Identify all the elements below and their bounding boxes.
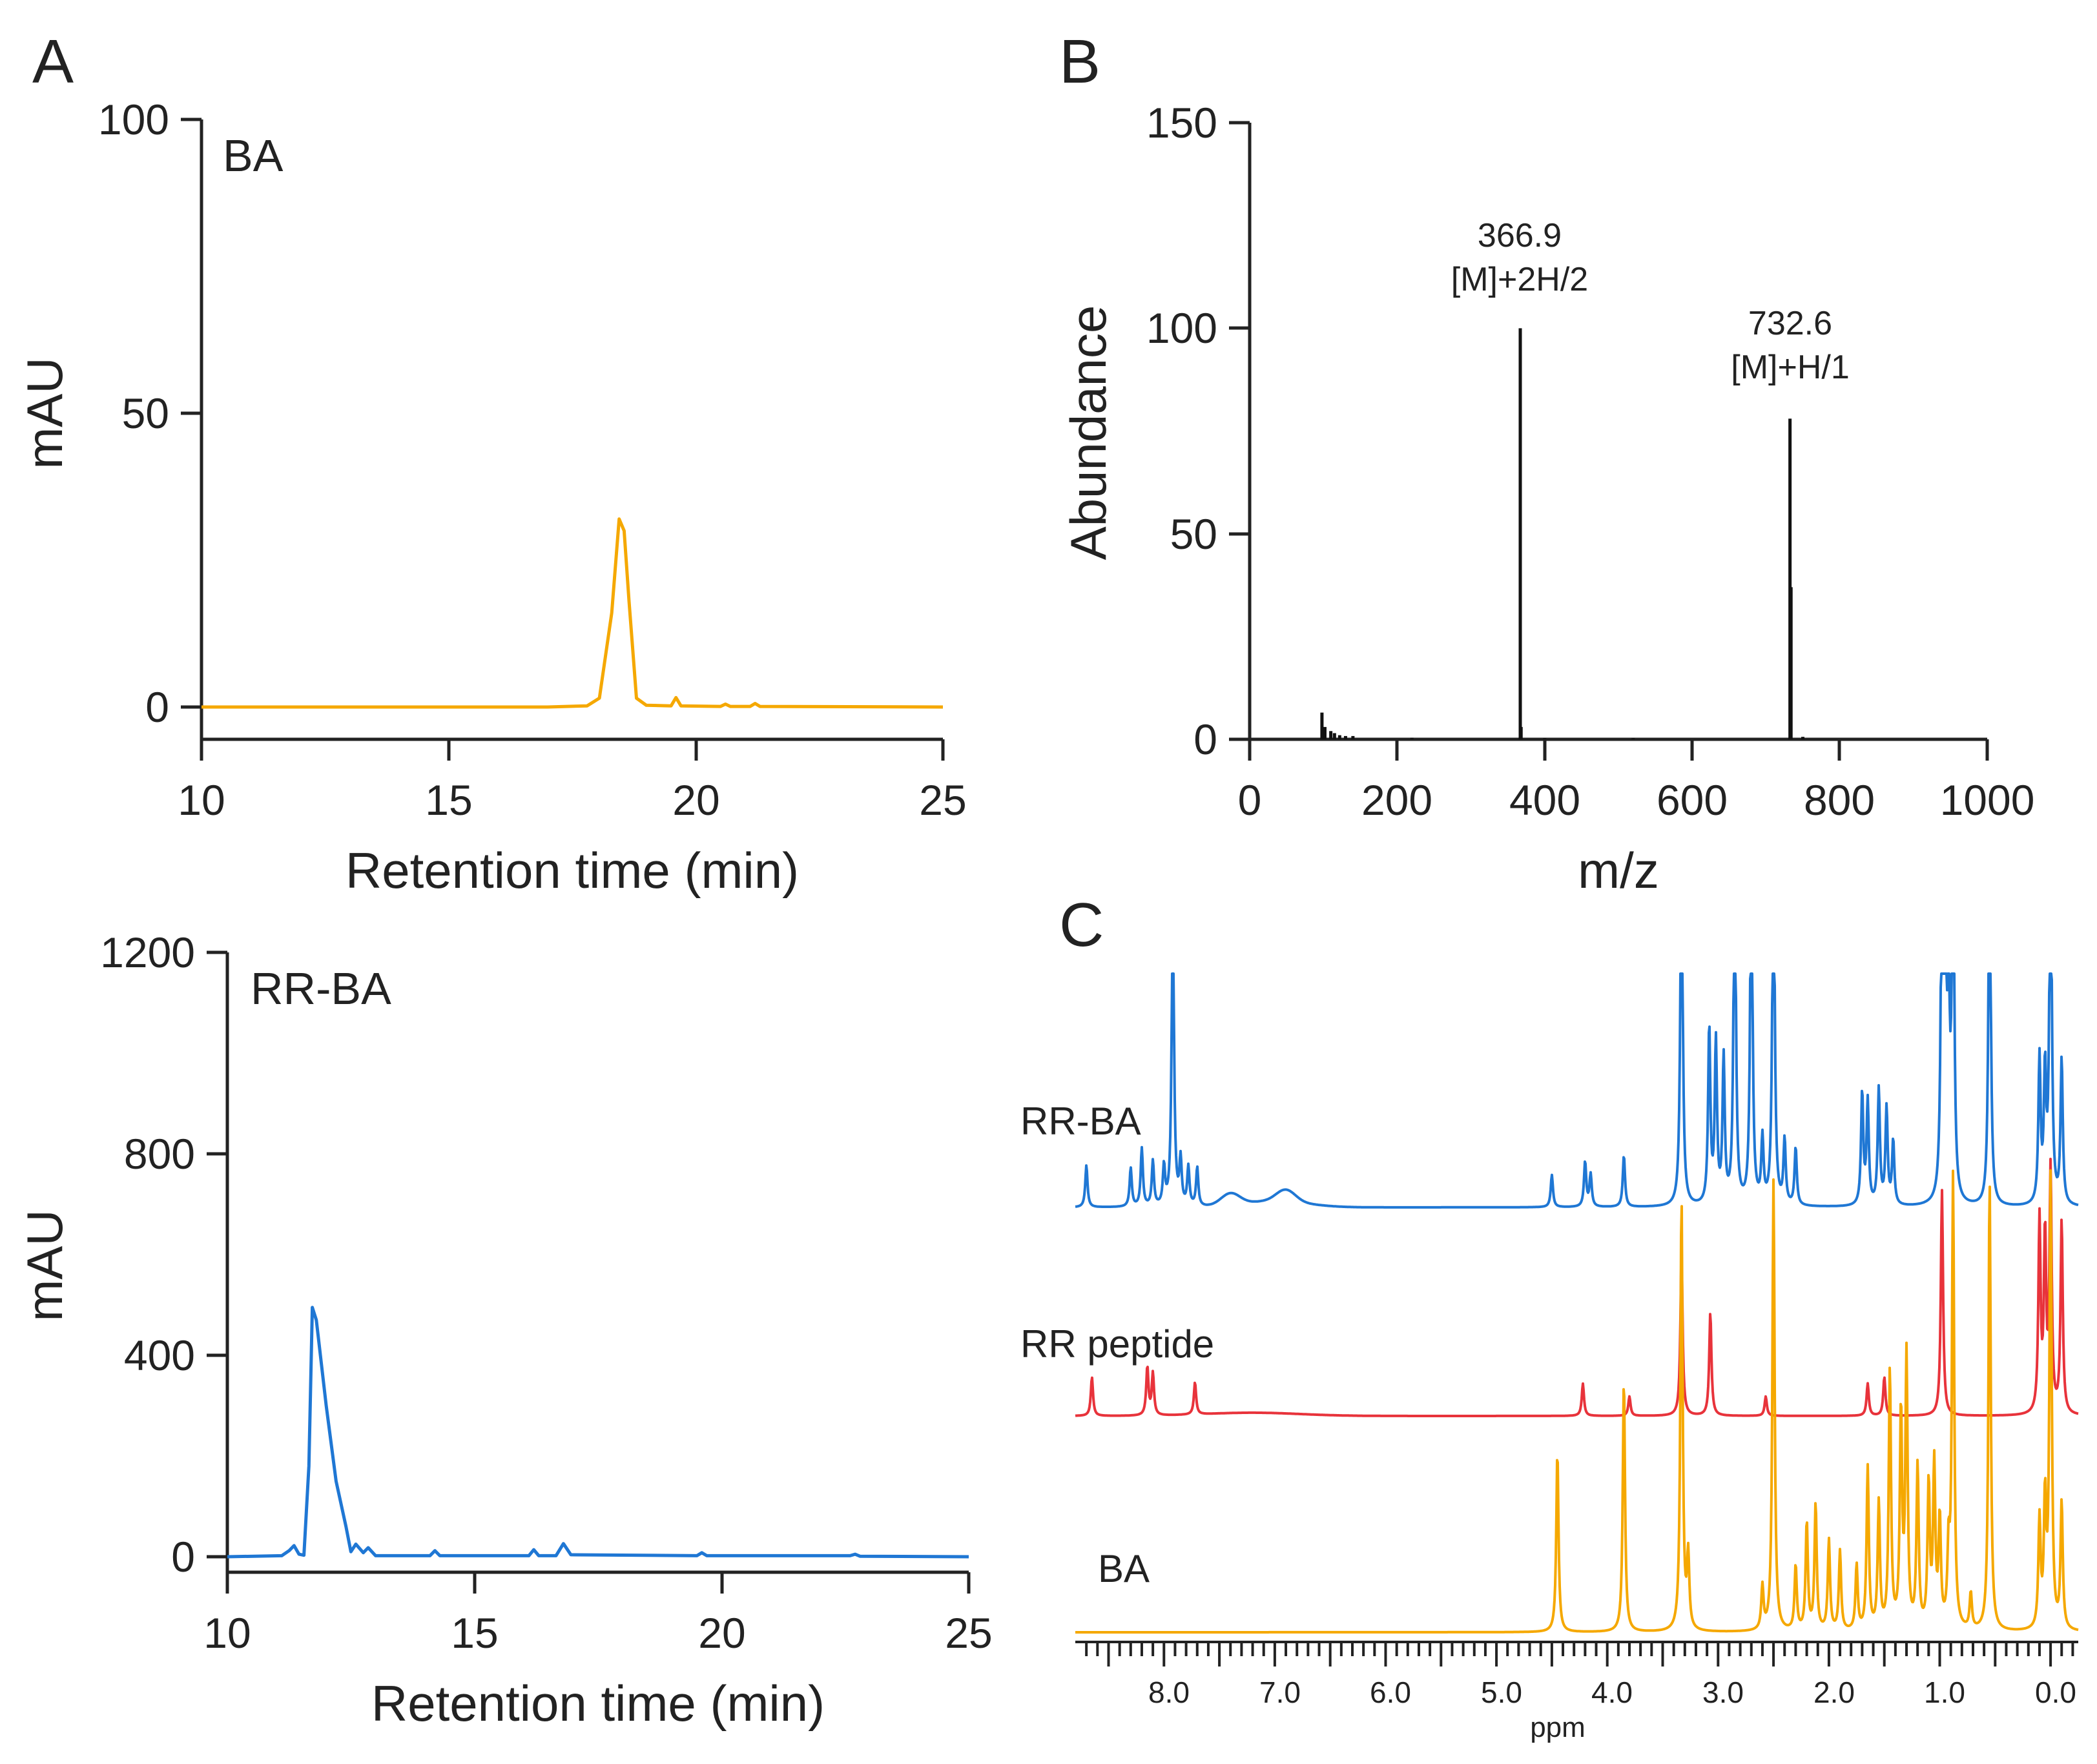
ms-peaks	[1320, 328, 1804, 739]
ms-xtick-label: 400	[1509, 776, 1580, 824]
nmr-tick-label: 2.0	[1813, 1676, 1855, 1709]
hplc-rrba-ytick-label: 0	[171, 1533, 195, 1581]
nmr-label-ba: BA	[1098, 1547, 1150, 1590]
ms-x-title: m/z	[1578, 842, 1659, 899]
ms-ytick-label: 50	[1170, 510, 1217, 558]
panel-letter-b: B	[1059, 27, 1100, 96]
hplc-rrba-y-title: mAU	[16, 1209, 73, 1321]
nmr-tick-label: 4.0	[1591, 1676, 1633, 1709]
hplc-ba-label: BA	[223, 130, 284, 181]
hplc-ba-xtick-label: 25	[919, 776, 966, 824]
hplc-rrba-label: RR-BA	[251, 963, 391, 1014]
ms-xtick-label: 0	[1238, 776, 1262, 824]
hplc-rrba-xtick-label: 10	[203, 1609, 251, 1657]
hplc-ba-xtick-label: 20	[672, 776, 719, 824]
nmr-tick-label: 5.0	[1481, 1676, 1522, 1709]
hplc-ba-axes	[181, 118, 945, 761]
hplc-ba-ytick-label: 100	[98, 96, 169, 143]
nmr-tick-label: 1.0	[1924, 1676, 1965, 1709]
hplc-rrba-ytick-label: 400	[124, 1331, 195, 1379]
nmr-x-title: ppm	[1530, 1712, 1586, 1743]
hplc-rrba-axes	[207, 950, 971, 1594]
hplc-rrba-chart: 1200 800 400 0 10 15 20 25 Retention tim…	[16, 928, 993, 1732]
hplc-ba-y-title: mAU	[16, 357, 73, 469]
ms-peak2-mz: 732.6	[1748, 305, 1832, 342]
nmr-tick-label: 0.0	[2035, 1676, 2076, 1709]
nmr-chart: RR-BA RR peptide BA 8.0 7.0 6.0 5.0 4.0 …	[1020, 972, 2079, 1743]
ms-xtick-label: 800	[1804, 776, 1875, 824]
hplc-rrba-xtick-label: 15	[451, 1609, 498, 1657]
ms-peak2-ion: [M]+H/1	[1731, 349, 1850, 386]
nmr-label-rrba: RR-BA	[1020, 1100, 1141, 1143]
hplc-ba-xtick-label: 15	[425, 776, 472, 824]
hplc-rrba-xtick-label: 25	[945, 1609, 992, 1657]
mass-spectrum-chart: 150 100 50 0 0 200 400 600 800 1000 m/z …	[1060, 99, 2034, 899]
nmr-tick-label: 3.0	[1702, 1676, 1744, 1709]
ms-peak1-ion: [M]+2H/2	[1451, 261, 1588, 298]
hplc-ba-trace	[201, 517, 944, 709]
ms-ytick-label: 0	[1193, 715, 1217, 763]
hplc-rrba-xtick-label: 20	[698, 1609, 745, 1657]
hplc-ba-ytick-label: 0	[145, 683, 169, 731]
nmr-tick-label: 7.0	[1259, 1676, 1301, 1709]
hplc-ba-chart: 100 50 0 10 15 20 25 Retention time (min…	[16, 96, 967, 899]
nmr-tick-label: 6.0	[1370, 1676, 1411, 1709]
hplc-rrba-ytick-label: 1200	[100, 928, 195, 976]
nmr-trace-rr-peptide	[1075, 1158, 2079, 1417]
panel-letter-c: C	[1059, 890, 1104, 959]
ms-y-title: Abundance	[1060, 305, 1117, 560]
nmr-ticks	[1085, 1642, 2074, 1667]
hplc-ba-xtick-label: 10	[178, 776, 225, 824]
ms-xtick-label: 200	[1361, 776, 1432, 824]
nmr-tick-label: 8.0	[1148, 1676, 1190, 1709]
nmr-trace-ba	[1075, 1169, 2079, 1634]
nmr-label-rr-peptide: RR peptide	[1020, 1322, 1214, 1366]
ms-axes	[1229, 121, 1989, 761]
hplc-ba-x-title: Retention time (min)	[346, 842, 799, 899]
ms-ytick-label: 150	[1146, 99, 1217, 147]
ms-peak1-mz: 366.9	[1478, 217, 1562, 254]
ms-xtick-label: 600	[1657, 776, 1728, 824]
panel-letter-a: A	[32, 27, 74, 96]
hplc-rrba-trace	[227, 1306, 969, 1559]
ms-ytick-label: 100	[1146, 304, 1217, 352]
hplc-rrba-ytick-label: 800	[124, 1130, 195, 1178]
hplc-rrba-x-title: Retention time (min)	[371, 1675, 825, 1732]
hplc-ba-ytick-label: 50	[122, 389, 169, 437]
nmr-tick-labels: 8.0 7.0 6.0 5.0 4.0 3.0 2.0 1.0 0.0	[1148, 1676, 2076, 1709]
ms-xtick-label: 1000	[1940, 776, 2035, 824]
nmr-trace-rrba	[1075, 972, 2079, 1209]
